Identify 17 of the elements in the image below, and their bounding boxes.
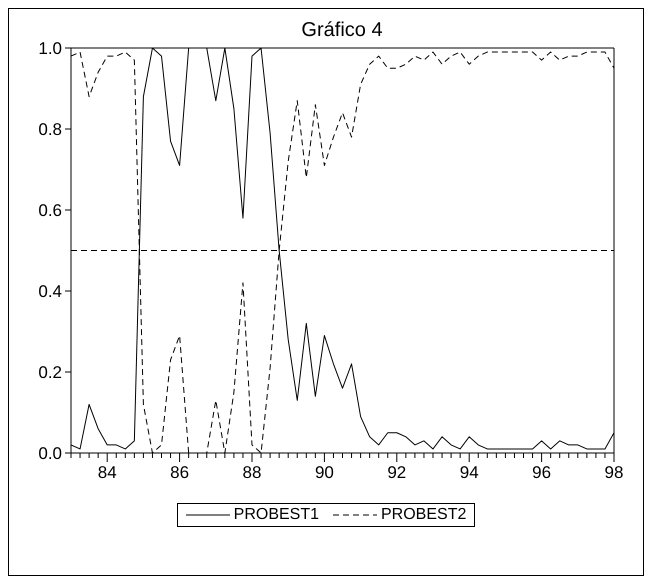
y-tick-label: 0.6 <box>38 201 62 220</box>
y-tick-label: 0.2 <box>38 363 62 382</box>
x-tick-label: 86 <box>170 463 190 482</box>
y-tick-label: 0.4 <box>38 282 62 301</box>
x-tick-label: 98 <box>604 463 624 482</box>
x-tick-label: 94 <box>460 463 479 482</box>
y-tick-label: 0.0 <box>38 444 62 463</box>
x-tick-label: 90 <box>314 463 334 482</box>
x-tick-label: 96 <box>532 463 552 482</box>
legend-label: PROBEST2 <box>381 506 466 524</box>
y-tick-label: 1.0 <box>38 39 62 58</box>
x-tick-label: 88 <box>242 463 262 482</box>
x-tick-label: 84 <box>98 463 117 482</box>
chart-title: Gráfico 4 <box>300 19 384 42</box>
y-tick-label: 0.8 <box>38 120 62 139</box>
legend-label: PROBEST1 <box>234 506 319 524</box>
x-tick-label: 92 <box>387 463 406 482</box>
